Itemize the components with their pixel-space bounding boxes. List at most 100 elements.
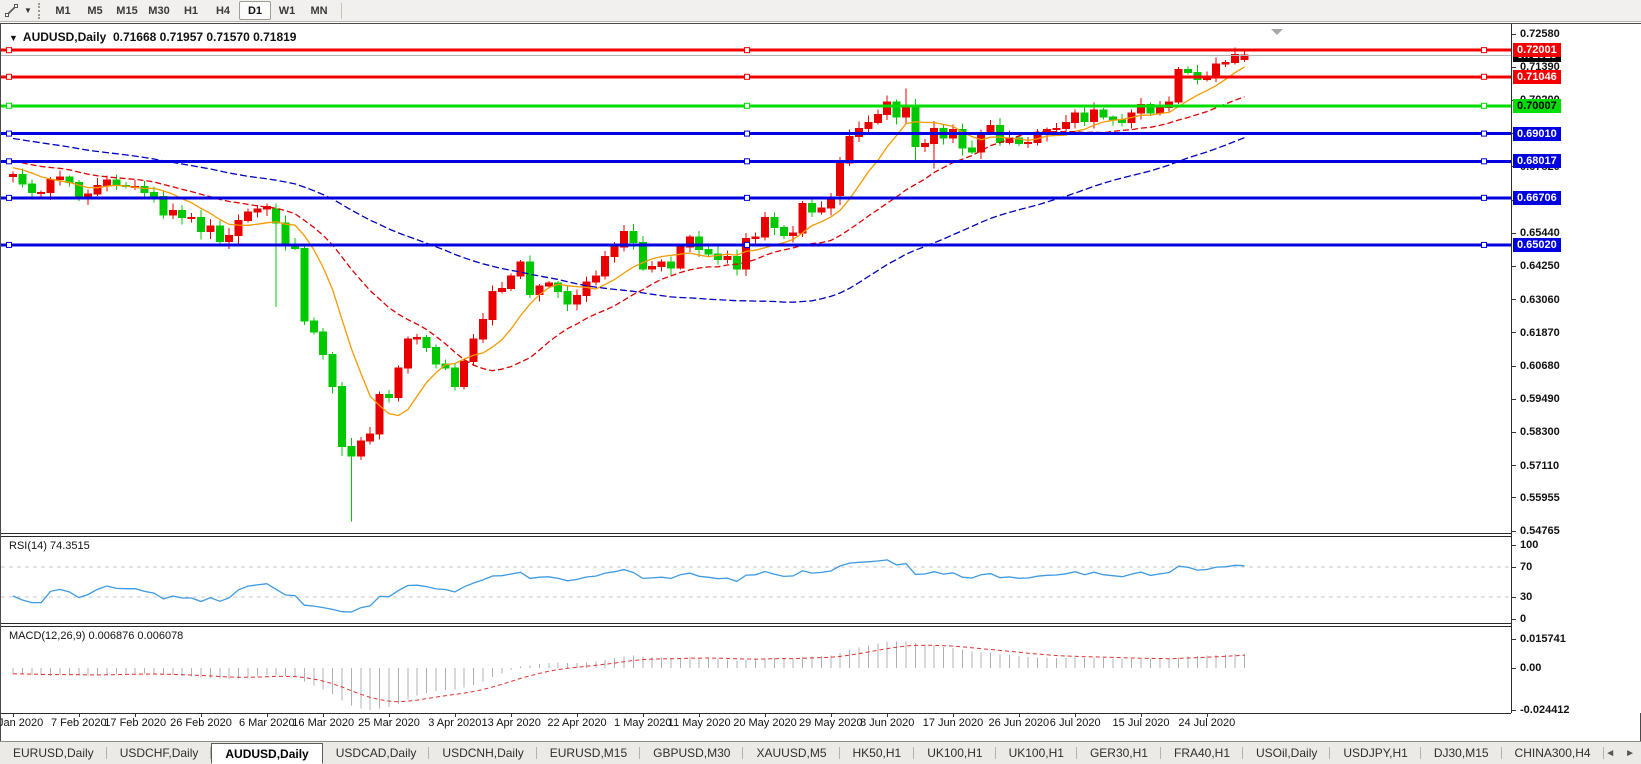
line-handle[interactable] xyxy=(1481,73,1487,80)
chart-tab[interactable]: USOil,Daily xyxy=(1243,743,1331,764)
price-tick-label: 0.63060 xyxy=(1520,293,1560,306)
timeframe-button-m5[interactable]: M5 xyxy=(87,5,103,17)
chart-tab[interactable]: CHINA300,H4 xyxy=(1502,743,1604,764)
candle xyxy=(1231,53,1239,64)
line-handle[interactable] xyxy=(6,194,12,201)
candle xyxy=(244,211,252,221)
price-tick xyxy=(1512,530,1516,532)
timeframe-button-m30[interactable]: M30 xyxy=(148,5,170,17)
candle xyxy=(610,246,619,258)
line-handle[interactable] xyxy=(744,47,750,54)
candle xyxy=(27,183,36,193)
candle xyxy=(573,295,581,305)
line-handle[interactable] xyxy=(1481,47,1487,54)
line-handle[interactable] xyxy=(6,241,12,248)
chart-cursor-icon[interactable] xyxy=(2,2,22,20)
chart-tab-bar: EURUSD,Daily USDCHF,Daily AUDUSD,Daily USDC… xyxy=(0,741,1641,764)
line-handle[interactable] xyxy=(6,130,12,137)
chart-tab[interactable]: HK50,H1 xyxy=(840,743,915,764)
timeframe-button-h4[interactable]: H4 xyxy=(215,5,231,17)
chart-tab[interactable]: AUDUSD,Daily xyxy=(211,743,323,764)
main-price-chart[interactable] xyxy=(1,24,1511,533)
tabs-scroll-left-icon[interactable]: ◄ xyxy=(1605,748,1616,759)
line-handle[interactable] xyxy=(744,158,750,165)
candle xyxy=(920,143,929,147)
chart-shift-marker-icon[interactable] xyxy=(1271,29,1283,35)
price-axis[interactable]: 0.725800.713900.702000.690100.678200.666… xyxy=(1511,24,1641,716)
date-tick xyxy=(389,714,390,717)
chart-tab[interactable]: UK100,H1 xyxy=(914,743,996,764)
pane-splitter[interactable] xyxy=(1,533,1641,537)
line-handle[interactable] xyxy=(6,47,12,54)
line-handle[interactable] xyxy=(1481,194,1487,201)
line-handle[interactable] xyxy=(1481,158,1487,165)
candle xyxy=(930,127,939,145)
line-handle[interactable] xyxy=(744,194,750,201)
chart-tab[interactable]: USDCAD,Daily xyxy=(323,743,430,764)
candle xyxy=(845,136,854,164)
date-tick xyxy=(577,714,578,717)
timeframe-button-m15[interactable]: M15 xyxy=(116,5,138,17)
timeframe-button-h1[interactable]: H1 xyxy=(183,5,199,17)
candle xyxy=(648,265,657,270)
line-handle[interactable] xyxy=(744,130,750,137)
line-handle[interactable] xyxy=(744,102,750,109)
candle xyxy=(197,217,205,233)
chart-tab[interactable]: USDCNH,Daily xyxy=(429,743,537,764)
candle xyxy=(479,318,487,340)
chart-tab[interactable]: GER30,H1 xyxy=(1077,743,1161,764)
chart-tab[interactable]: UK100,H1 xyxy=(996,743,1077,764)
collapse-triangle-icon[interactable]: ▼ xyxy=(9,33,18,43)
macd-tick xyxy=(1512,639,1516,640)
timeframe-button-w1[interactable]: W1 xyxy=(278,5,296,17)
chevron-down-icon[interactable]: ▼ xyxy=(24,6,32,15)
moving-average-55 xyxy=(12,137,1245,303)
chart-tab[interactable]: FRA40,H1 xyxy=(1161,743,1244,764)
candle xyxy=(836,162,845,196)
chart-tab[interactable]: EURUSD,M15 xyxy=(537,743,641,764)
tabs-scroll-right-icon[interactable]: ► xyxy=(1625,748,1635,759)
line-handle[interactable] xyxy=(6,102,12,109)
candle xyxy=(140,185,149,193)
date-label: 7 Feb 2020 xyxy=(50,717,107,729)
chart-tab[interactable]: XAUUSD,M5 xyxy=(743,743,840,764)
candle xyxy=(704,249,713,255)
line-handle[interactable] xyxy=(6,158,12,165)
price-tick xyxy=(1512,299,1516,301)
line-handle[interactable] xyxy=(6,73,12,80)
date-tick xyxy=(765,714,766,717)
chart-tab[interactable]: USDCHF,Daily xyxy=(107,743,212,764)
line-handle[interactable] xyxy=(744,241,750,248)
date-label: 29 May 2020 xyxy=(798,717,863,729)
line-handle[interactable] xyxy=(1481,241,1487,248)
price-tick-label: 0.72580 xyxy=(1520,28,1560,40)
macd-indicator-pane[interactable] xyxy=(1,627,1511,713)
date-label: 26 Feb 2020 xyxy=(170,717,232,729)
chart-tab[interactable]: DJ30,M15 xyxy=(1421,743,1502,764)
timeframe-button-mn[interactable]: MN xyxy=(310,5,328,17)
date-tick xyxy=(454,714,456,717)
candle xyxy=(629,231,638,244)
chart-tab[interactable]: USDJPY,H1 xyxy=(1330,743,1421,764)
candle xyxy=(300,247,309,322)
line-handle[interactable] xyxy=(744,73,750,80)
pane-splitter[interactable] xyxy=(1,623,1641,627)
timeframe-button-d1[interactable]: D1 xyxy=(239,1,271,20)
date-tick xyxy=(135,714,137,717)
chart-tab[interactable]: GBPUSD,M30 xyxy=(640,743,744,764)
candle xyxy=(422,337,431,348)
candle xyxy=(1099,109,1108,118)
timeframe-button-m1[interactable]: M1 xyxy=(55,5,71,17)
candle xyxy=(667,261,675,269)
candle xyxy=(46,179,55,193)
line-handle[interactable] xyxy=(1481,102,1487,109)
chart-tab[interactable]: EURUSD,Daily xyxy=(0,743,107,764)
line-handle[interactable] xyxy=(1481,130,1487,137)
timeframe-buttons: M1 M5 M15 M30 H1 H4 D1 W1 MN xyxy=(47,1,335,20)
rsi-indicator-pane[interactable] xyxy=(1,537,1511,623)
candle xyxy=(488,291,497,320)
candle xyxy=(817,207,826,213)
candle xyxy=(1155,106,1164,114)
macd-axis-label: 0.00 xyxy=(1520,662,1542,674)
